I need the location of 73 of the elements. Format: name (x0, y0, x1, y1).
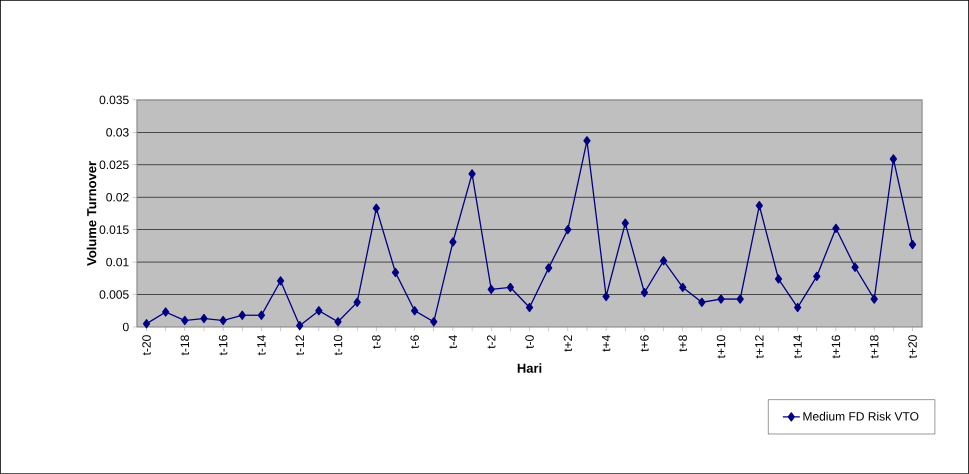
point (851, 262, 859, 272)
point (813, 272, 820, 282)
x-tick-label: t-4 (448, 335, 458, 349)
point (698, 298, 706, 308)
x-tick-label: t+16 (832, 335, 840, 358)
point (736, 294, 744, 304)
point (622, 218, 629, 228)
x-tick-label: t-20 (142, 335, 151, 356)
point (794, 302, 802, 312)
y-tick-label: 0.025 (100, 160, 129, 170)
point (296, 321, 304, 330)
point (717, 294, 725, 304)
x-tick-label: t+4 (602, 335, 610, 352)
point (392, 268, 400, 278)
x-tick-label: t-12 (295, 335, 304, 356)
point (832, 224, 840, 234)
point (354, 298, 361, 308)
point (774, 274, 782, 284)
point (430, 317, 438, 326)
x-axis-title: Hari (518, 363, 542, 373)
y-tick-label: 0.03 (106, 128, 129, 137)
y-tick-label: 0.035 (100, 96, 129, 104)
y-axis-title: Volume Turnover (86, 161, 96, 266)
x-tick-label: t-0 (525, 335, 534, 349)
x-tick-label: t+2 (564, 335, 572, 352)
point (334, 317, 342, 326)
point (238, 310, 246, 320)
point (640, 288, 648, 298)
point (468, 169, 476, 179)
x-tick-label: t+8 (678, 335, 687, 352)
point (908, 240, 916, 250)
point (679, 282, 686, 292)
point (200, 314, 208, 324)
point (181, 316, 188, 326)
point (258, 310, 266, 320)
point (315, 306, 323, 316)
y-tick-label: 0 (122, 322, 129, 332)
point (162, 307, 170, 317)
point (219, 316, 227, 326)
x-tick-label: t+6 (640, 335, 649, 352)
x-tick-label: t+20 (908, 335, 917, 358)
x-tick-label: t-16 (218, 335, 228, 356)
point (526, 302, 534, 312)
point (870, 294, 878, 304)
point (372, 204, 380, 213)
x-tick-label: t+12 (755, 335, 764, 358)
x-tick-label: t-8 (372, 335, 381, 349)
x-tick-label: t+18 (870, 335, 878, 358)
point (410, 306, 418, 316)
point (890, 154, 898, 164)
point (545, 263, 552, 273)
point (660, 256, 668, 266)
x-tick-label: t-6 (410, 335, 419, 349)
point (564, 225, 572, 234)
point (276, 276, 284, 286)
point (142, 319, 150, 328)
y-tick-label: 0.015 (100, 225, 129, 234)
x-tick-label: t+10 (716, 335, 726, 358)
x-tick-label: t-14 (257, 335, 266, 356)
y-tick-label: 0.02 (106, 193, 129, 202)
point (756, 201, 763, 210)
x-tick-label: t-2 (486, 335, 496, 349)
y-tick-label: 0.01 (106, 258, 129, 266)
x-tick-label: t-18 (180, 335, 190, 356)
x-tick-label: t-10 (334, 335, 342, 356)
y-tick-label: 0.005 (100, 290, 129, 299)
point (449, 237, 457, 247)
point (488, 284, 495, 294)
point (506, 282, 514, 292)
legend-label: Medium FD Risk VTO (803, 412, 918, 421)
point (583, 136, 591, 146)
point (602, 292, 610, 302)
x-tick-label: t+14 (793, 335, 802, 358)
